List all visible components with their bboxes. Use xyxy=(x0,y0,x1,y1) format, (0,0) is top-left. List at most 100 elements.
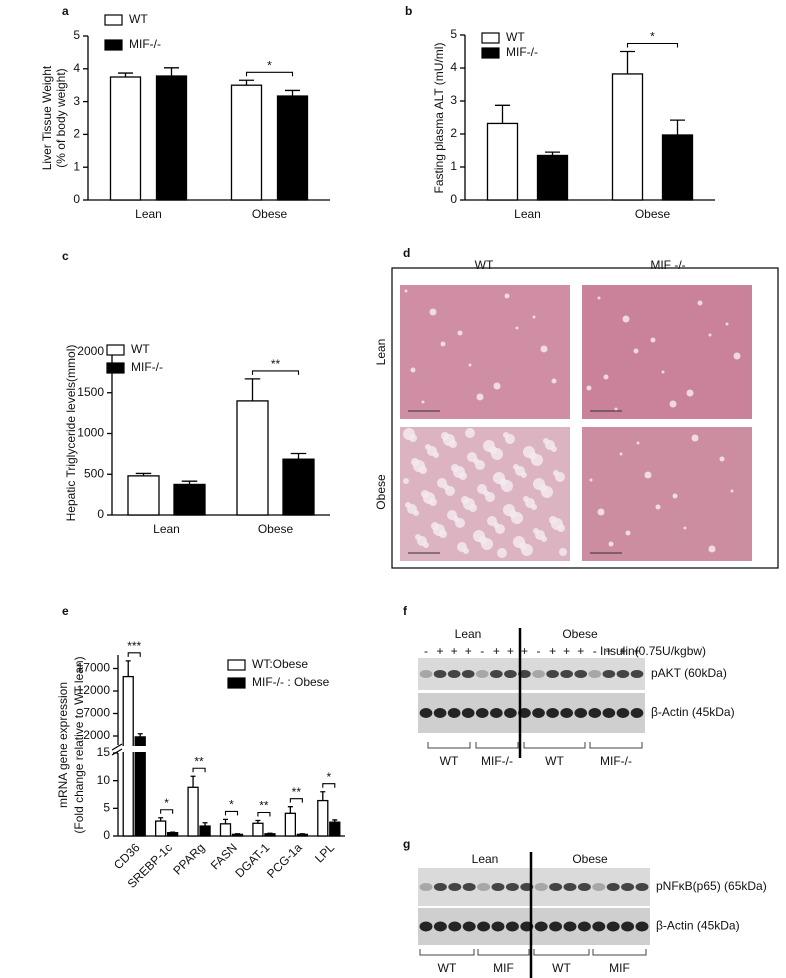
y-axis-label: (Fold change relative to WT lean) xyxy=(72,656,86,833)
blot-band xyxy=(532,708,545,718)
histology-vacuole xyxy=(672,493,678,499)
blot-band xyxy=(447,670,461,678)
histology-vacuole xyxy=(501,480,513,492)
blot-band xyxy=(549,883,563,891)
legend-label: MIF-/- xyxy=(131,360,163,374)
significance-label: * xyxy=(650,30,655,44)
blot-band xyxy=(419,670,433,678)
histology-vacuole xyxy=(497,548,507,558)
histology-vacuole xyxy=(691,434,699,442)
y-tick-label: 0 xyxy=(73,192,80,206)
histology-vacuole xyxy=(463,548,469,554)
error-bar xyxy=(620,50,635,74)
y-tick-label: 1 xyxy=(73,159,80,173)
blot-band xyxy=(448,883,462,891)
legend-label: MIF-/- : Obese xyxy=(252,675,330,689)
histology-vacuole xyxy=(504,293,510,299)
blot-band xyxy=(518,670,531,678)
histology-vacuole xyxy=(719,456,725,462)
significance-bracket xyxy=(224,810,239,816)
genotype-label: WT xyxy=(438,961,457,975)
column-label: MIF -/- xyxy=(650,258,685,272)
significance-label: *** xyxy=(127,639,141,653)
x-tick-label: Lean xyxy=(153,522,180,536)
blot-band xyxy=(475,670,489,678)
blot-band xyxy=(477,883,491,891)
legend-label: WT xyxy=(131,342,150,356)
bar xyxy=(166,832,179,837)
genotype-bracket xyxy=(477,949,530,956)
blot-band xyxy=(635,921,649,932)
blot-band xyxy=(602,670,616,678)
histology-image xyxy=(400,285,570,419)
histology-vacuole xyxy=(485,492,495,502)
genotype-bracket xyxy=(592,949,647,956)
histology-vacuole xyxy=(475,460,485,470)
significance-label: ** xyxy=(271,357,281,371)
x-tick-label: Lean xyxy=(514,207,541,221)
lane-sign: - xyxy=(480,644,484,658)
panel-label: e xyxy=(62,604,69,618)
histology-vacuole xyxy=(541,486,553,498)
bar xyxy=(155,75,188,201)
histology-vacuole xyxy=(661,370,665,374)
genotype-label: WT xyxy=(552,961,571,975)
histology-vacuole xyxy=(555,472,565,482)
histology-vacuole xyxy=(636,441,640,445)
bar xyxy=(317,799,329,837)
histology-vacuole xyxy=(468,363,472,367)
histology-vacuole xyxy=(459,472,467,480)
bar xyxy=(122,675,134,837)
histology-vacuole xyxy=(540,345,548,353)
histology-vacuole xyxy=(650,337,656,343)
error-bar xyxy=(670,119,685,135)
histology-vacuole xyxy=(669,400,677,408)
y-axis-label: Hepatic Triglyceride levels(mmol) xyxy=(64,345,78,522)
blot-band xyxy=(433,883,447,891)
blot-band xyxy=(563,883,577,891)
histology-vacuole xyxy=(476,393,484,401)
blot-band xyxy=(419,921,433,932)
histology-vacuole xyxy=(619,452,623,456)
significance-bracket xyxy=(251,370,300,375)
bar xyxy=(173,483,206,516)
y-axis-label: mRNA gene expression xyxy=(56,682,70,808)
error-bar xyxy=(255,819,261,824)
blot-band xyxy=(606,921,620,932)
blot-band xyxy=(505,921,519,932)
blot-label: β-Actin (45kDa) xyxy=(656,919,740,933)
histology-vacuole xyxy=(633,348,639,354)
bar xyxy=(154,820,167,837)
bar xyxy=(282,458,315,516)
bar xyxy=(329,821,341,837)
histology-vacuole xyxy=(551,446,557,452)
blot-band xyxy=(448,921,462,932)
y-tick-label: 3 xyxy=(450,93,457,107)
histology-vacuole xyxy=(625,530,631,536)
histology-vacuole xyxy=(440,341,446,347)
histology-vacuole xyxy=(608,541,614,547)
histology-vacuole xyxy=(457,330,463,336)
x-tick-label: Lean xyxy=(135,207,162,221)
histology-vacuole xyxy=(511,512,523,524)
y-tick-label: 7000 xyxy=(83,706,110,720)
histology-vacuole xyxy=(531,454,543,466)
histology-vacuole xyxy=(433,452,439,458)
error-bar xyxy=(285,89,300,97)
blot-band xyxy=(419,708,433,718)
panel-label: b xyxy=(405,4,412,18)
error-bar xyxy=(239,79,254,86)
bar xyxy=(230,84,263,201)
histology-vacuole xyxy=(708,545,716,553)
histology-vacuole xyxy=(532,315,536,319)
significance-label: ** xyxy=(259,799,269,813)
bar xyxy=(199,825,211,837)
y-axis-label: Fasting plasma ALT (mU/ml) xyxy=(432,43,446,194)
significance-label: * xyxy=(267,58,272,72)
histology-vacuole xyxy=(597,296,601,300)
blot-band xyxy=(546,708,559,718)
panel-label: d xyxy=(403,246,410,260)
blot-band xyxy=(504,670,517,678)
blot-band xyxy=(560,708,573,718)
